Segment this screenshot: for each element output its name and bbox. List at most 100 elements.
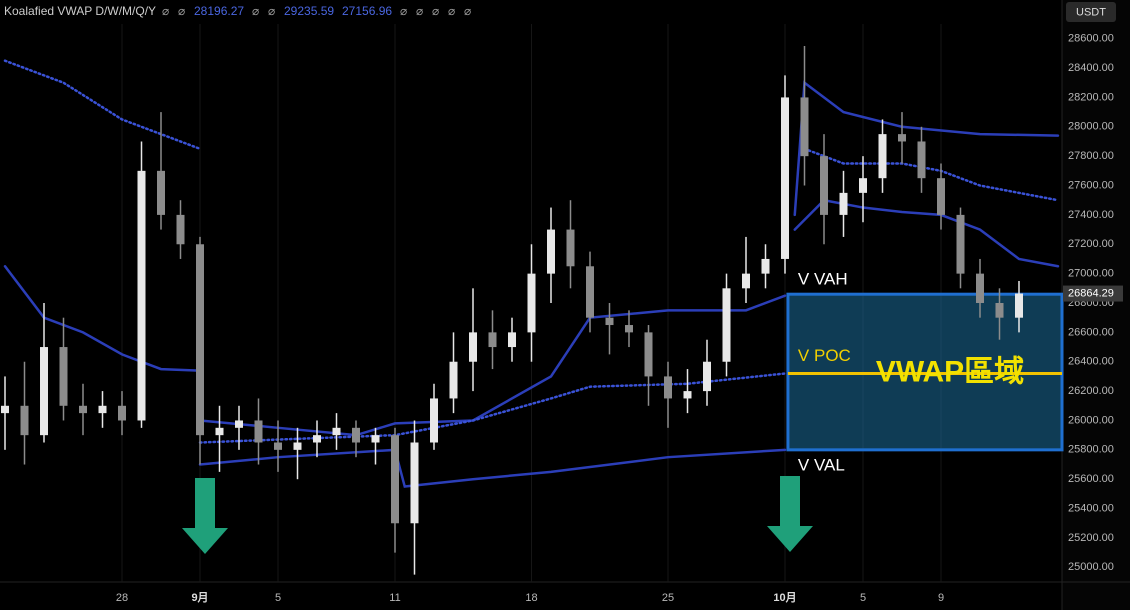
candle-body (313, 435, 321, 443)
candle-body (137, 170, 146, 421)
candle-body (274, 442, 282, 450)
y-tick-label: 27200.00 (1068, 238, 1114, 250)
indicator-value: 27156.96 (342, 4, 392, 18)
candle-body (683, 391, 692, 399)
arrow (767, 476, 813, 552)
y-tick-label: 26400.00 (1068, 356, 1114, 368)
candle-body (391, 435, 399, 524)
y-tick-label: 25400.00 (1068, 502, 1114, 514)
x-tick-label: 10月 (773, 591, 796, 604)
candle-body (1015, 293, 1023, 318)
candle-body (449, 361, 458, 399)
candle-body (410, 442, 419, 524)
y-tick-label: 28000.00 (1068, 121, 1114, 133)
candle-body (79, 405, 87, 414)
candle-body (820, 156, 828, 215)
x-tick-label: 9月 (191, 591, 208, 604)
vwap-line (793, 198, 1060, 268)
vwap-line (198, 372, 787, 444)
x-tick-label: 5 (860, 592, 866, 604)
last-price: 26864.29 (1068, 287, 1114, 299)
y-tick-label: 28200.00 (1068, 91, 1114, 103)
y-tick-label: 26200.00 (1068, 385, 1114, 397)
candle-body (469, 332, 477, 362)
val-label: V VAL (798, 455, 845, 474)
candle-body (937, 178, 945, 215)
indicator-na: ⌀ (178, 4, 185, 18)
arrow (182, 478, 228, 554)
candle-body (644, 332, 653, 377)
y-tick-label: 25600.00 (1068, 473, 1114, 485)
candle-body (976, 273, 984, 303)
candle-body (527, 273, 536, 333)
vah-label: V VAH (798, 270, 848, 289)
price-axis-bg (1062, 0, 1130, 610)
candle-body (196, 244, 204, 436)
candle-body (742, 273, 750, 289)
poc-label: V POC (798, 346, 851, 365)
candle-body (59, 347, 68, 406)
currency: USDT (1076, 6, 1106, 18)
y-tick-label: 25200.00 (1068, 532, 1114, 544)
candle-body (98, 405, 107, 414)
candle-body (605, 317, 614, 326)
y-tick-label: 28600.00 (1068, 33, 1114, 45)
candle-body (547, 229, 555, 274)
candle-body (566, 229, 575, 267)
candle-body (20, 405, 29, 436)
candle-body (586, 266, 594, 318)
plot-area (1, 24, 1064, 582)
y-tick-label: 27400.00 (1068, 209, 1114, 221)
x-tick-label: 18 (525, 592, 537, 604)
indicator-na: ⌀ (162, 4, 169, 18)
zone-label: VWAP區域 (876, 355, 1024, 388)
x-tick-label: 28 (116, 592, 128, 604)
candle-body (430, 398, 438, 443)
candle-body (332, 427, 341, 436)
candle-body (625, 325, 633, 333)
candle-body (176, 214, 185, 245)
candle-body (878, 134, 887, 179)
x-tick-label: 5 (275, 592, 281, 604)
candle-body (293, 442, 302, 450)
candle-body (859, 178, 867, 193)
currency-box[interactable] (1066, 2, 1116, 22)
x-tick-label: 9 (938, 592, 944, 604)
candle-body (956, 214, 965, 274)
vwap-line (198, 448, 787, 488)
candle-body (508, 332, 516, 348)
y-tick-label: 27600.00 (1068, 179, 1114, 191)
vwap-line (3, 59, 202, 151)
y-tick-label: 27800.00 (1068, 150, 1114, 162)
candle-body (352, 427, 360, 443)
y-tick-label: 27000.00 (1068, 268, 1114, 280)
candle-body (254, 420, 263, 443)
y-tick-label: 28400.00 (1068, 62, 1114, 74)
arrows (182, 476, 813, 554)
indicator-na: ⌀ (464, 4, 471, 18)
indicator-value: 29235.59 (284, 4, 334, 18)
candle-body (839, 192, 848, 215)
x-tick-label: 25 (662, 592, 674, 604)
candle-body (157, 170, 165, 215)
candle-body (1, 405, 9, 414)
last-price-tag (1063, 285, 1123, 302)
y-tick-label: 25000.00 (1068, 561, 1114, 573)
y-tick-label: 26000.00 (1068, 414, 1114, 426)
candle-body (40, 347, 48, 436)
indicator-na: ⌀ (268, 4, 275, 18)
candle-body (488, 332, 497, 348)
indicator-na: ⌀ (400, 4, 407, 18)
candle-body (371, 435, 380, 443)
candle-body (917, 141, 926, 179)
candle-body (215, 427, 224, 436)
y-tick-label: 25800.00 (1068, 444, 1114, 456)
candle-body (800, 97, 809, 157)
y-tick-label: 26600.00 (1068, 326, 1114, 338)
x-tick-label: 11 (389, 592, 400, 604)
candle-body (781, 97, 789, 259)
candle-body (722, 288, 731, 362)
indicator-na: ⌀ (416, 4, 423, 18)
candle-body (235, 420, 243, 428)
indicator-na: ⌀ (432, 4, 439, 18)
